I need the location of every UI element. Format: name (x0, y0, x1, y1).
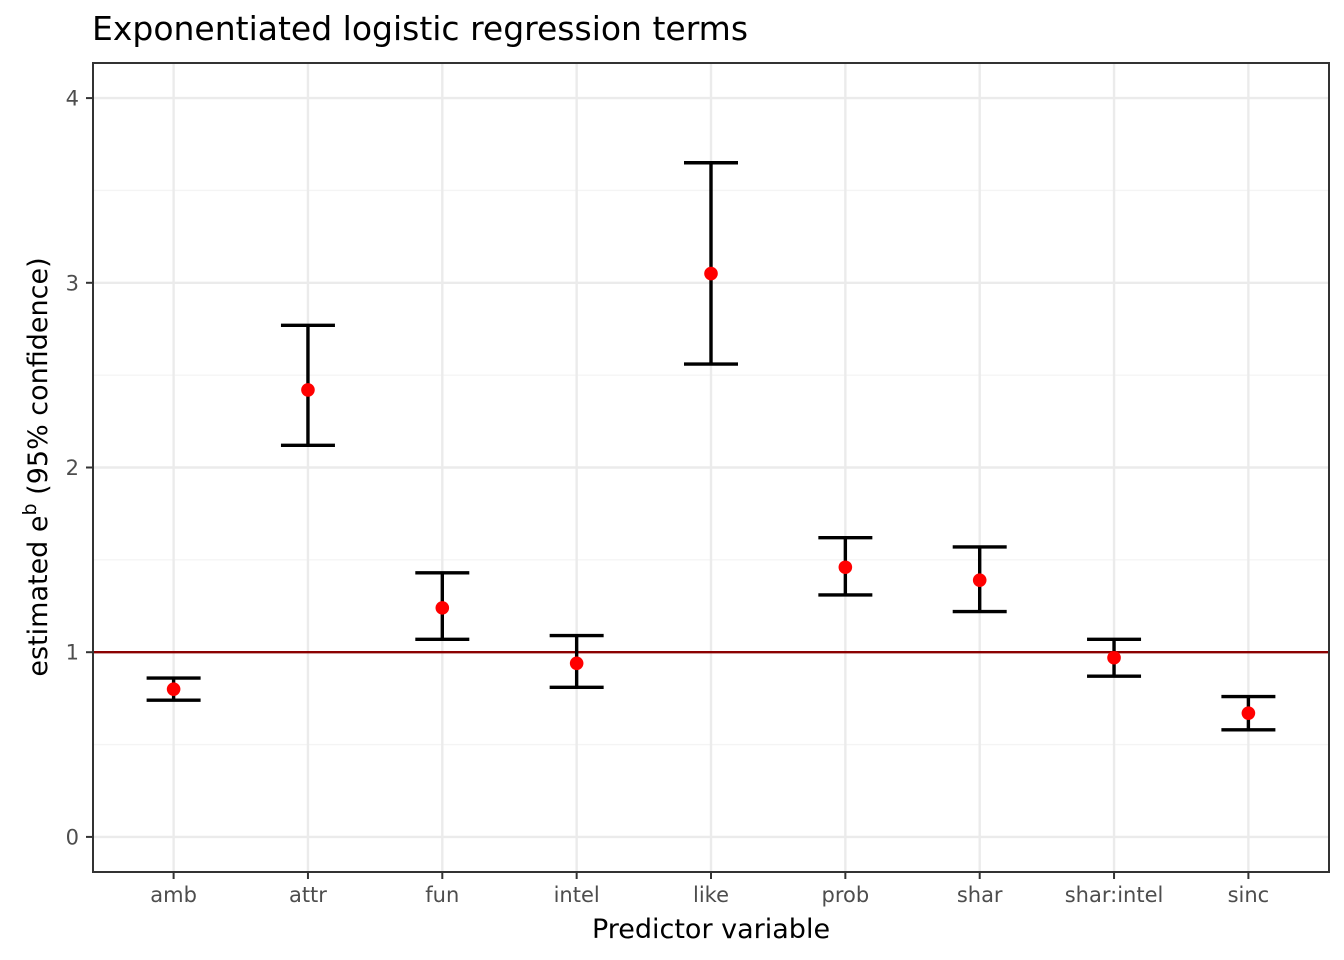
x-tick-label: amb (150, 883, 197, 907)
y-axis-title-prefix: estimated e (23, 515, 54, 676)
point-attr (301, 383, 315, 397)
point-like (704, 266, 718, 281)
y-tick-label: 1 (66, 641, 79, 665)
error-bars (146, 161, 1276, 732)
x-tick-label: prob (822, 883, 870, 907)
x-tick-label: fun (425, 883, 459, 907)
y-tick-label: 4 (66, 87, 79, 111)
point-shar-intel (1107, 650, 1121, 665)
y-axis-title-suffix: (95% confidence) (23, 257, 54, 503)
point-prob (838, 560, 853, 575)
estimate-points (166, 266, 1256, 720)
y-tick-label: 2 (66, 456, 79, 480)
point-intel (569, 656, 584, 671)
y-axis-title-superscript: b (19, 503, 41, 515)
y-tick-label: 3 (66, 271, 79, 295)
x-tick-label: attr (289, 883, 327, 907)
y-tick-label: 0 (66, 825, 79, 849)
y-axis-title: estimated eb (95% confidence) (19, 257, 54, 676)
point-fun (435, 601, 450, 615)
point-shar (972, 573, 987, 587)
x-axis-title: Predictor variable (592, 914, 830, 945)
y-axis: 0 1 2 3 4 (66, 87, 93, 849)
x-axis: amb attr fun intel like prob shar shar:intel sin… (150, 872, 1269, 907)
x-tick-label: shar:intel (1065, 883, 1164, 907)
x-tick-label: like (693, 883, 729, 907)
point-sinc (1241, 706, 1256, 720)
point-amb (166, 682, 181, 696)
x-tick-label: intel (554, 883, 600, 907)
errorbar-like (684, 161, 738, 366)
chart-title: Exponentiated logistic regression terms (92, 9, 748, 48)
x-tick-label: shar (957, 883, 1003, 907)
x-tick-label: sinc (1228, 883, 1270, 907)
